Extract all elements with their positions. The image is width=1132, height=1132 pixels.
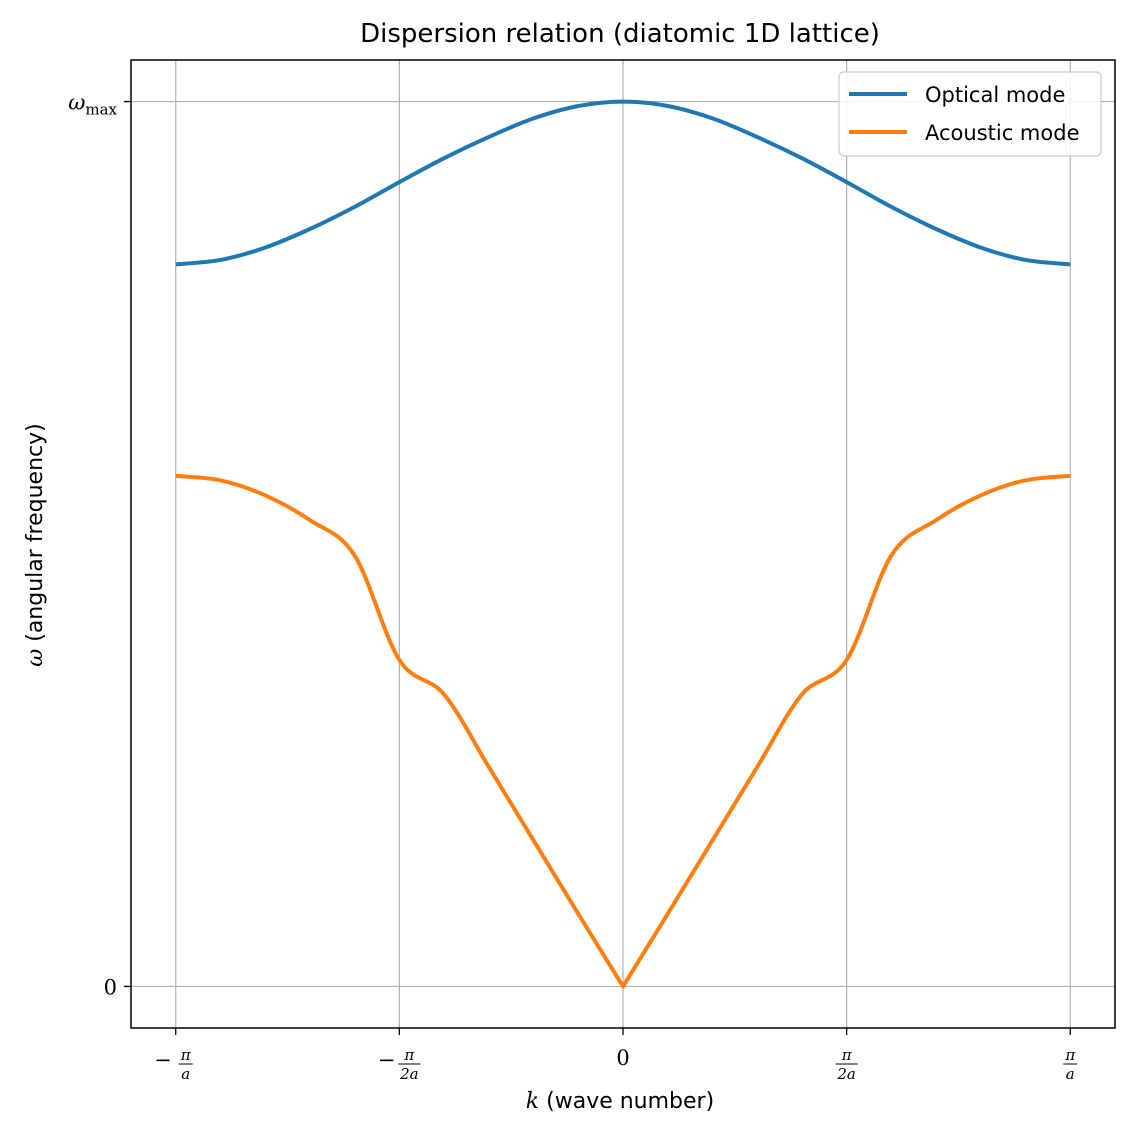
x-tick-label: − π2a [378,1046,421,1083]
x-tick-label-denominator: a [181,1065,190,1083]
x-tick-label-numerator: π [1064,1046,1076,1064]
y-ticks: 0 ωmax [68,91,131,999]
grid [131,60,1115,1028]
x-tick-label-numerator: π [180,1046,192,1064]
x-tick-label-numerator: π [403,1046,415,1064]
series-lines [175,99,1071,989]
x-tick-label-sign: − [378,1048,396,1072]
x-tick-label-sign: − [154,1048,172,1072]
x-axis-label-text: (wave number) [539,1089,714,1114]
x-tick-label: πa [1063,1046,1078,1083]
y-tick-label: 0 [104,975,117,999]
x-tick-label: π2a [835,1046,858,1083]
y-tick-label-main: ω [68,91,85,115]
series-line-acoustic [175,473,1071,989]
legend: Optical mode Acoustic mode [838,71,1102,157]
legend-label: Acoustic mode [925,121,1080,145]
legend-label: Optical mode [925,83,1065,107]
x-axis-label-symbol: k [526,1089,539,1114]
x-axis-label: k (wave number) [526,1089,714,1114]
x-tick-label-denominator: a [1066,1065,1075,1083]
legend-item: Optical mode [849,83,1065,107]
chart-title: Dispersion relation (diatomic 1D lattice… [360,19,880,49]
y-tick-label-subscript: max [85,101,117,119]
y-axis-label-text: (angular frequency) [23,423,48,648]
series-line-optical [175,99,1071,267]
y-axis-label: ω (angular frequency) [23,423,48,666]
x-tick-label: 0 [616,1046,629,1070]
x-tick-label-denominator: 2a [399,1065,419,1083]
x-tick-label-numerator: π [841,1046,853,1064]
x-tick-label: − πa [154,1046,193,1083]
y-tick-label: ωmax [68,91,117,119]
x-tick-label-denominator: 2a [836,1065,856,1083]
x-tick-label-text: 0 [616,1046,629,1070]
legend-item: Acoustic mode [849,121,1080,145]
y-axis-label-symbol: ω [23,649,48,667]
